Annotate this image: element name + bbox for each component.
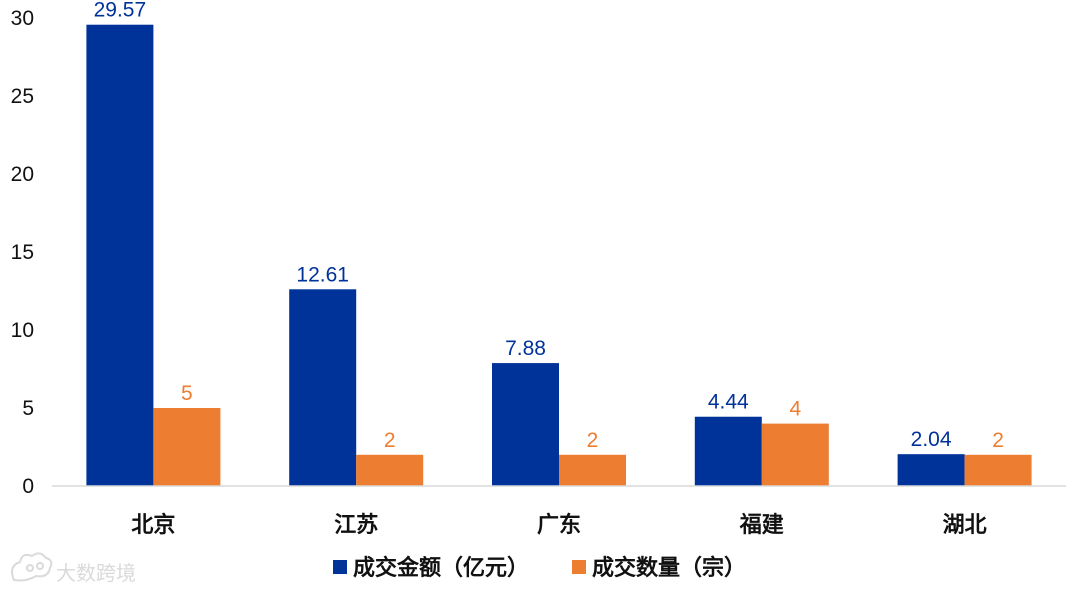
bar-amount bbox=[289, 289, 357, 486]
legend-label: 成交金额（亿元） bbox=[353, 555, 529, 580]
data-label: 4.44 bbox=[708, 391, 749, 414]
bar-count bbox=[153, 408, 221, 486]
cloud-logo-icon bbox=[11, 552, 53, 582]
legend: 成交金额（亿元） 成交数量（宗） bbox=[333, 555, 746, 580]
bar-count bbox=[964, 454, 1032, 486]
data-label: 29.57 bbox=[94, 0, 147, 22]
y-axis: 0 5 10 15 20 25 30 bbox=[11, 7, 34, 498]
y-tick-label: 25 bbox=[11, 85, 34, 108]
bar-amount bbox=[694, 416, 762, 486]
legend-swatch bbox=[572, 560, 586, 574]
category-label: 江苏 bbox=[334, 512, 378, 537]
data-label: 5 bbox=[181, 382, 193, 405]
category-label: 广东 bbox=[537, 512, 581, 537]
y-tick-label: 20 bbox=[11, 163, 34, 186]
legend-label: 成交数量（宗） bbox=[592, 555, 746, 580]
data-label: 2.04 bbox=[911, 428, 952, 451]
y-tick-label: 30 bbox=[11, 7, 34, 30]
x-axis: 北京 江苏 广东 福建 湖北 bbox=[52, 485, 1066, 537]
data-label: 7.88 bbox=[505, 337, 546, 360]
y-tick-label: 10 bbox=[11, 319, 34, 342]
y-tick-label: 5 bbox=[22, 397, 34, 420]
watermark: 大数跨境 bbox=[11, 552, 136, 585]
plot-area: 29.57 5 12.61 2 7.88 2 4.44 4 2.04 2 bbox=[86, 0, 1032, 486]
bar-count bbox=[559, 454, 626, 486]
bar-amount bbox=[86, 24, 154, 486]
bar-count bbox=[761, 423, 829, 486]
data-label: 2 bbox=[992, 429, 1004, 452]
category-label: 福建 bbox=[739, 512, 784, 537]
y-tick-label: 0 bbox=[22, 475, 34, 498]
data-label: 2 bbox=[587, 429, 599, 452]
y-tick-label: 15 bbox=[11, 241, 34, 264]
category-label: 北京 bbox=[131, 512, 175, 537]
bar-amount bbox=[897, 454, 965, 486]
data-label: 12.61 bbox=[296, 263, 349, 286]
legend-swatch bbox=[333, 560, 347, 574]
bar-amount bbox=[492, 363, 559, 486]
bar-count bbox=[356, 454, 424, 486]
category-label: 湖北 bbox=[943, 512, 987, 537]
data-label: 2 bbox=[384, 429, 396, 452]
watermark-text: 大数跨境 bbox=[56, 562, 136, 585]
data-label: 4 bbox=[789, 398, 801, 421]
